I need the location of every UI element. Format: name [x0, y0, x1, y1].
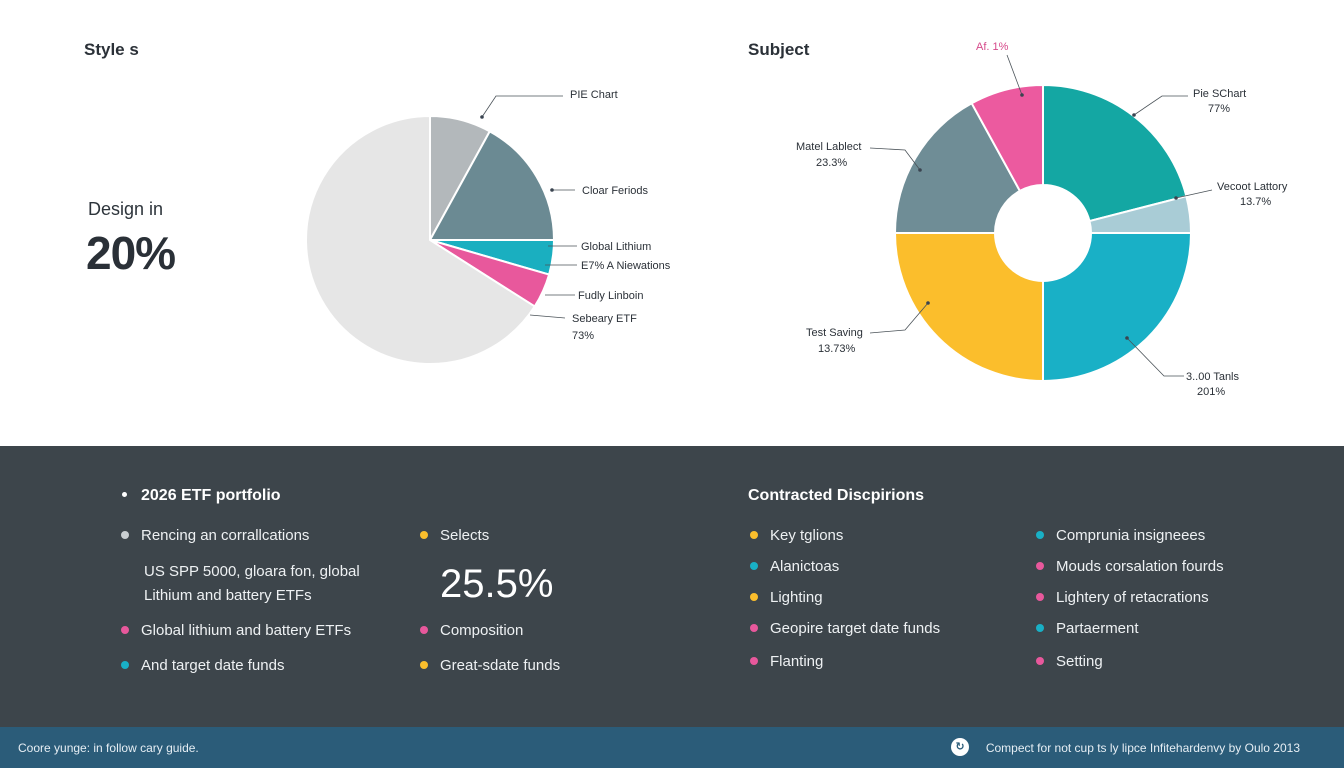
- contracted-heading: Contracted Discpirions: [748, 487, 925, 504]
- footer-right-text: Compect for not cup ts ly lipce Infiteha…: [985, 741, 1300, 755]
- pie1-label-sebeary-pct: 73%: [572, 330, 594, 342]
- pie2-label-matel-pct: 23.3%: [816, 157, 847, 169]
- info-panel: [0, 446, 1344, 727]
- pie1-label-cloar: Cloar Feriods: [582, 185, 649, 197]
- portfolio-description-line: Lithium and battery ETFs: [144, 587, 312, 604]
- contracted-item: Geopire target date funds: [750, 620, 940, 637]
- bullet-icon: [122, 492, 127, 498]
- design-value: 20%: [86, 227, 176, 279]
- bullet-icon: [121, 661, 129, 670]
- pie1-label-niewations: E7% A Niewations: [581, 260, 671, 272]
- portfolio-stat: 25.5%: [440, 562, 554, 606]
- pie2-label-tanls-pct: 201%: [1197, 386, 1225, 398]
- pie2-slice-3: [893, 232, 1044, 383]
- bullet-icon: [121, 626, 129, 635]
- pie2-label-test-saving-pct: 13.73%: [818, 343, 856, 355]
- portfolio-middle-item: Great-sdate funds: [420, 657, 560, 674]
- refresh-icon[interactable]: ↻: [951, 738, 969, 756]
- bullet-icon: [1036, 531, 1044, 540]
- portfolio-description-line: US SPP 5000, gloara fon, global: [144, 563, 360, 580]
- pie2-slice-5: [970, 83, 1044, 193]
- chart-area: Style s Subject Design in 20%: [84, 40, 1288, 398]
- pie2-label-pie-schart-pct: 77%: [1208, 103, 1230, 115]
- portfolio-left-item: Global lithium and battery ETFs: [121, 622, 351, 639]
- bullet-icon: [420, 661, 428, 670]
- pie2-label-pie-schart: Pie SChart: [1193, 88, 1246, 100]
- portfolio-left-item: Rencing an corrallcations: [121, 527, 309, 544]
- contracted-item: Mouds corsalation fourds: [1036, 558, 1224, 575]
- footer-left-text: Coore yunge: in follow cary guide.: [18, 741, 199, 755]
- footer: Coore yunge: in follow cary guide. ↻ Com…: [0, 727, 1344, 768]
- pie2-slice-2: [1042, 232, 1193, 383]
- portfolio-middle-item: Selects: [420, 527, 489, 544]
- contracted-item: Lightery of retacrations: [1036, 589, 1209, 606]
- bullet-icon: [750, 531, 758, 540]
- bullet-icon: [121, 531, 129, 540]
- bullet-icon: [750, 624, 758, 633]
- subject-title: Subject: [748, 40, 810, 59]
- pie1-slice-4: [305, 114, 537, 365]
- bullet-icon: [750, 657, 758, 666]
- contracted-item: Partaerment: [1036, 620, 1139, 637]
- pie1-label-fudly: Fudly Linboin: [578, 290, 643, 302]
- bullet-icon: [750, 562, 758, 571]
- bullet-icon: [420, 531, 428, 540]
- portfolio-middle-item: Composition: [420, 622, 523, 639]
- pie1-label-pie-chart: PIE Chart: [570, 89, 618, 101]
- annotation-dots: [480, 93, 1178, 340]
- pie2-label-vecoot-pct: 13.7%: [1240, 196, 1271, 208]
- pie1-label-sebeary: Sebeary ETF: [572, 313, 637, 325]
- pie1-annotations: [481, 54, 1213, 377]
- bullet-icon: [1036, 562, 1044, 571]
- contracted-item: Comprunia insigneees: [1036, 527, 1205, 544]
- bullet-icon: [420, 626, 428, 635]
- contracted-item: Lighting: [750, 589, 823, 606]
- pie2-label-matel: Matel Lablect: [796, 141, 861, 153]
- contracted-item: Flanting: [750, 653, 823, 670]
- bullet-icon: [1036, 657, 1044, 666]
- bullet-icon: [1036, 624, 1044, 633]
- pie2-label-test-saving: Test Saving: [806, 327, 863, 339]
- pie1-slice-1: [428, 129, 556, 241]
- pie2-slice-0: [1042, 83, 1188, 223]
- pie2-label-top: Af. 1%: [976, 41, 1009, 53]
- bullet-icon: [750, 593, 758, 602]
- charts-svg: PIE Chart Cloar Feriods Global Lithium E…: [305, 41, 1288, 398]
- design-label: Design in: [88, 199, 164, 219]
- contracted-item: Setting: [1036, 653, 1103, 670]
- pie1-label-global-lithium: Global Lithium: [581, 241, 651, 253]
- contracted-item: Alanictoas: [750, 558, 839, 575]
- contracted-item: Key tglions: [750, 527, 843, 544]
- portfolio-heading: 2026 ETF portfolio: [122, 487, 281, 505]
- pie2-label-vecoot: Vecoot Lattory: [1217, 181, 1288, 193]
- portfolio-left-item: And target date funds: [121, 657, 284, 674]
- bullet-icon: [1036, 593, 1044, 602]
- pie2-label-tanls: 3..00 Tanls: [1186, 371, 1240, 383]
- style-title: Style s: [84, 40, 139, 59]
